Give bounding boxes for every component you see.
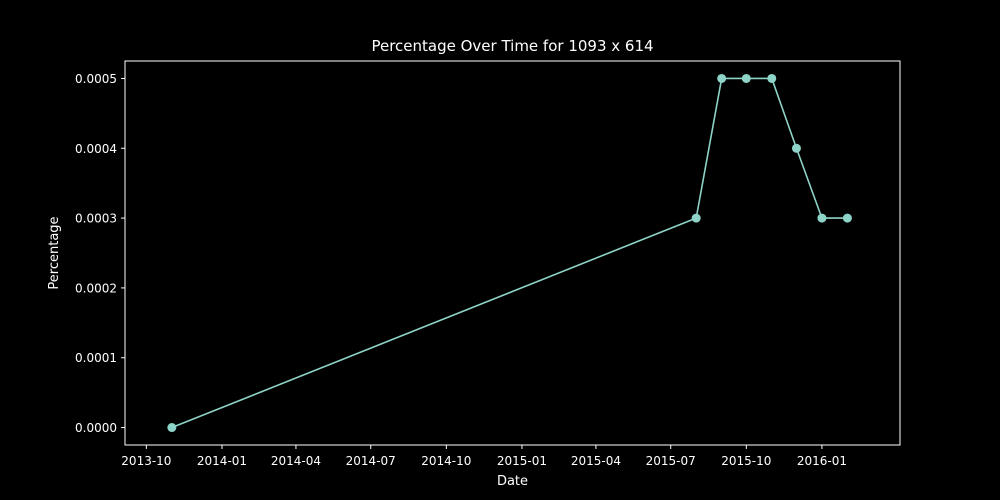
data-point: [691, 213, 701, 223]
y-tick-label: 0.0005: [75, 72, 117, 86]
x-tick-label: 2014-04: [271, 454, 321, 468]
x-tick-label: 2015-04: [571, 454, 621, 468]
data-point: [842, 213, 852, 223]
data-point: [741, 73, 751, 83]
data-point: [791, 143, 801, 153]
data-point: [817, 213, 827, 223]
y-tick-label: 0.0004: [75, 142, 117, 156]
chart-title: Percentage Over Time for 1093 x 614: [371, 37, 653, 55]
x-tick-label: 2013-10: [121, 454, 171, 468]
x-tick-label: 2015-07: [646, 454, 696, 468]
y-tick-label: 0.0000: [75, 421, 117, 435]
data-point: [167, 423, 177, 433]
y-tick-label: 0.0001: [75, 351, 117, 365]
x-tick-label: 2016-01: [797, 454, 847, 468]
x-tick-label: 2014-07: [346, 454, 396, 468]
data-point: [767, 73, 777, 83]
x-tick-label: 2015-01: [497, 454, 547, 468]
plot-frame: [124, 60, 901, 446]
y-axis-label: Percentage: [47, 216, 62, 289]
y-tick-label: 0.0003: [75, 212, 117, 226]
data-point: [717, 73, 727, 83]
y-tick-label: 0.0002: [75, 281, 117, 295]
x-tick-label: 2015-10: [721, 454, 771, 468]
plot-area: 2013-10 2014-01 2014-04 2014-07 2014-10 2015-…: [75, 60, 901, 468]
x-axis-label: Date: [497, 474, 528, 489]
series-line: [171, 77, 848, 429]
x-tick-label: 2014-10: [421, 454, 471, 468]
x-tick-label: 2014-01: [197, 454, 247, 468]
